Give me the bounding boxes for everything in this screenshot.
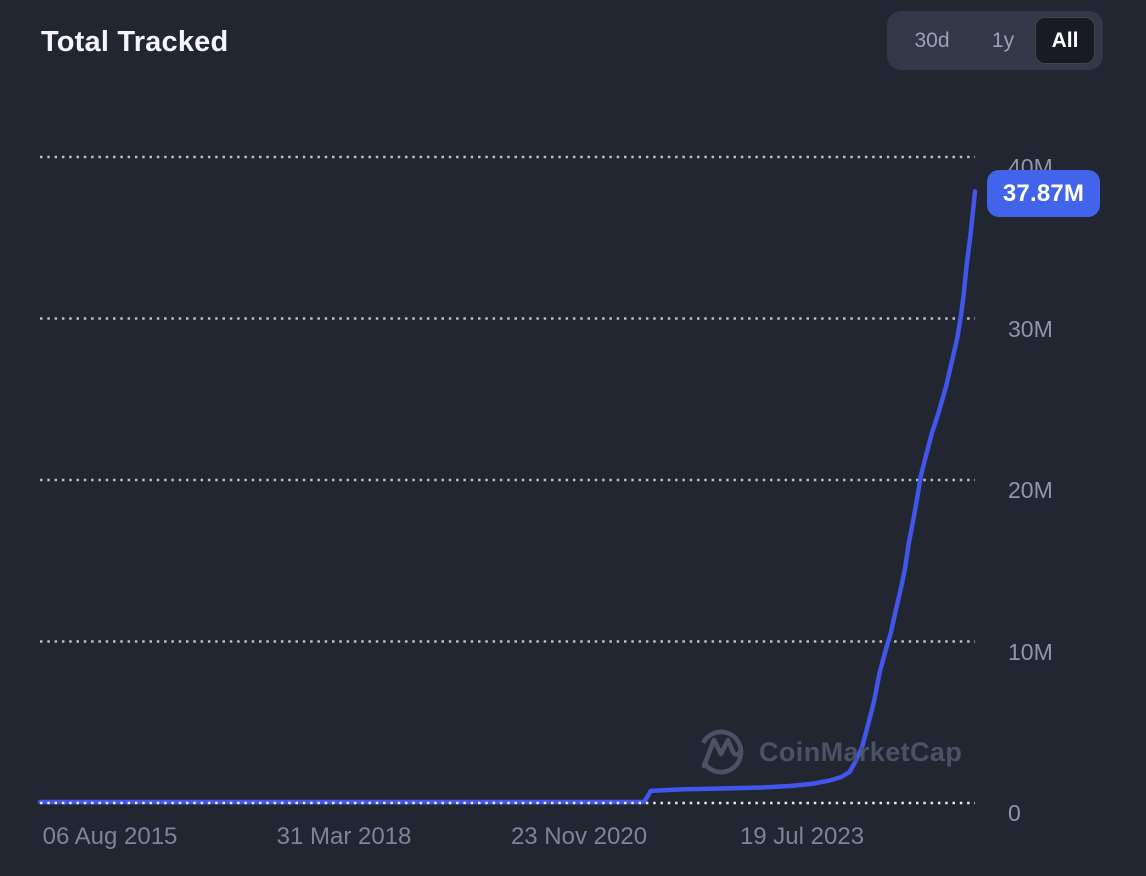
- latest-value-badge: 37.87M: [987, 170, 1100, 217]
- y-axis-label-30m: 30M: [1008, 315, 1053, 342]
- watermark-text: CoinMarketCap: [759, 736, 963, 767]
- x-axis-label-2020: 23 Nov 2020: [510, 823, 648, 850]
- page-title: Total Tracked: [41, 26, 229, 58]
- x-axis-label-2015: 06 Aug 2015: [42, 823, 178, 850]
- range-button-30d[interactable]: 30d: [893, 17, 971, 64]
- watermark: CoinMarketCap: [694, 724, 962, 780]
- y-axis-label-10m: 10M: [1008, 638, 1053, 665]
- range-button-all[interactable]: All: [1035, 17, 1095, 64]
- x-axis-label-2018: 31 Mar 2018: [276, 823, 412, 850]
- x-axis-label-2023: 19 Jul 2023: [739, 823, 865, 850]
- latest-value-text: 37.87M: [1002, 179, 1085, 207]
- coinmarketcap-logo-icon: [698, 729, 744, 775]
- range-toggle-group: 30d 1y All: [887, 11, 1103, 70]
- gridlines: [40, 155, 975, 643]
- total-tracked-line-series: [37, 189, 978, 805]
- y-axis-label-0: 0: [1008, 800, 1021, 826]
- range-button-1y[interactable]: 1y: [971, 17, 1035, 64]
- y-axis-label-20m: 20M: [1008, 477, 1053, 503]
